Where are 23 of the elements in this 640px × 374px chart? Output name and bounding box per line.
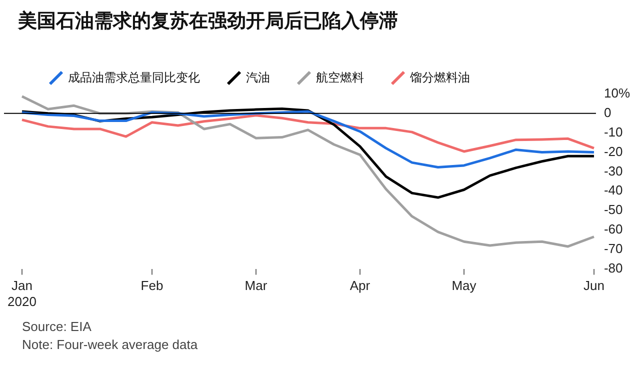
chart-title: 美国石油需求的复苏在强劲开局后已陷入停滞	[18, 9, 398, 34]
source-note: Source: EIA	[22, 318, 92, 336]
y-tick-label: -50	[604, 202, 623, 218]
y-tick-label: 0	[604, 105, 612, 120]
legend-label: 汽油	[246, 70, 270, 84]
x-tick-label: Jan 2020	[8, 278, 36, 309]
legend-label: 航空燃料	[316, 70, 364, 84]
x-tick-label: Feb	[140, 278, 164, 294]
legend-label: 馏分燃料油	[409, 70, 470, 84]
y-tick-label: -60	[604, 222, 623, 237]
y-tick-label: -30	[604, 163, 623, 178]
y-tick-label: -80	[604, 260, 623, 276]
x-tick-label: Apr	[350, 278, 371, 294]
x-tick-label: Jun	[583, 278, 604, 294]
y-tick-label: 10%	[604, 86, 630, 101]
y-tick-label: -70	[604, 240, 623, 256]
y-tick-label: -40	[604, 182, 623, 198]
x-tick-label: Mar	[244, 278, 268, 294]
y-tick-label: -10	[604, 124, 623, 140]
text: Note: Four-week average data	[22, 336, 198, 354]
legend-label: 成品油需求总量同比变化	[68, 70, 200, 84]
x-tick-label: May	[452, 278, 477, 294]
y-tick-label: -20	[604, 144, 623, 159]
